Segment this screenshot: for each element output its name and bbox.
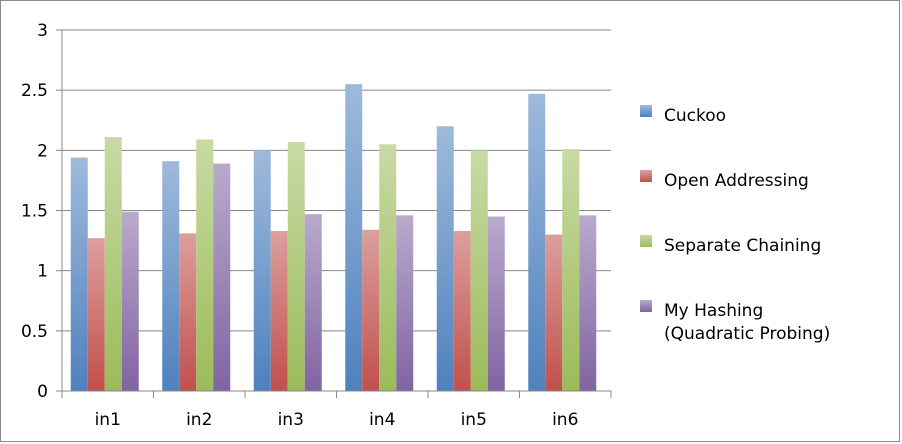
y-tick-label: 0 — [37, 382, 48, 402]
y-tick-label: 2 — [37, 141, 48, 161]
legend-swatch — [640, 170, 652, 182]
legend-swatch — [640, 105, 652, 117]
y-tick-label: 3 — [37, 21, 48, 41]
x-tick-label: in3 — [278, 410, 304, 430]
legend-label: Open Addressing — [664, 171, 809, 191]
gridlines — [56, 29, 611, 392]
bar-in4-4 — [396, 215, 414, 391]
bar-in3-1 — [253, 150, 271, 391]
bar-in2-2 — [179, 233, 197, 391]
bar-in6-1 — [528, 93, 546, 391]
bar-in2-1 — [162, 161, 180, 391]
x-tick-labels: in1 in2 in3 in4 in5 in6 — [95, 410, 579, 430]
bar-in1-4 — [121, 211, 139, 391]
bar-in5-4 — [487, 216, 505, 391]
bars — [70, 84, 597, 392]
x-tick-label: in2 — [186, 410, 212, 430]
bar-in2-3 — [196, 139, 214, 391]
x-tick-label: in5 — [461, 410, 487, 430]
bar-in6-4 — [579, 215, 597, 391]
x-tick-label: in6 — [552, 410, 578, 430]
bar-in5-2 — [453, 230, 471, 391]
legend: Cuckoo Open Addressing Separate Chaining My… — [640, 105, 830, 344]
bar-in1-1 — [70, 157, 88, 391]
bar-in4-3 — [379, 144, 397, 391]
bar-in6-2 — [545, 234, 563, 391]
y-tick-label: 1.5 — [21, 202, 48, 222]
x-tick-label: in1 — [95, 410, 121, 430]
bar-in4-2 — [362, 229, 380, 391]
axes — [61, 30, 612, 398]
bar-in4-1 — [345, 84, 363, 392]
x-tick-label: in4 — [369, 410, 395, 430]
legend-label: Separate Chaining — [664, 236, 821, 256]
legend-swatch — [640, 235, 652, 247]
y-tick-labels: 0 0.5 1 1.5 2 2.5 3 — [21, 21, 48, 402]
legend-label: My Hashing (Quadratic Probing) — [664, 301, 830, 344]
bar-in6-3 — [562, 149, 580, 391]
bar-in5-1 — [436, 126, 454, 392]
legend-label: Cuckoo — [664, 106, 726, 126]
y-tick-label: 2.5 — [21, 81, 48, 101]
y-tick-label: 0.5 — [21, 322, 48, 342]
bar-in5-3 — [470, 150, 488, 391]
bar-in3-4 — [304, 214, 322, 391]
y-tick-label: 1 — [37, 262, 48, 282]
bar-in1-2 — [87, 238, 105, 391]
bar-in3-3 — [287, 141, 305, 391]
bar-in2-4 — [213, 163, 231, 391]
legend-swatch — [640, 300, 652, 312]
bar-in3-2 — [270, 230, 288, 391]
bar-in1-3 — [104, 137, 122, 391]
